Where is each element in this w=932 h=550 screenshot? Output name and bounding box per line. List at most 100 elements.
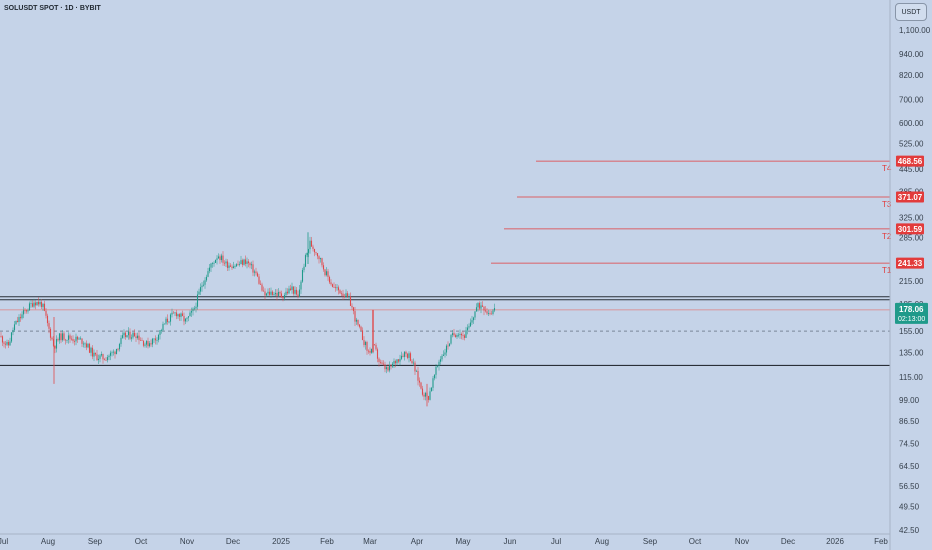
candle-body: [312, 246, 314, 249]
time-tick-label: Aug: [41, 537, 55, 546]
candle-body: [81, 338, 83, 344]
candle-body: [489, 313, 491, 314]
candle-body: [267, 291, 269, 294]
candle-body: [129, 331, 131, 339]
candle-body: [481, 305, 484, 307]
candle-body: [93, 352, 95, 357]
price-tick-label: 56.50: [899, 482, 920, 491]
candle-body: [138, 335, 140, 341]
candle-body: [15, 320, 17, 325]
currency-label: USDT: [901, 8, 921, 16]
candle-body: [474, 311, 476, 318]
candle-body: [237, 264, 239, 265]
price-tick-label: 700.00: [899, 95, 924, 104]
price-tick-label: 285.00: [899, 234, 924, 243]
candle-body: [483, 306, 485, 311]
candle-body: [414, 362, 416, 372]
candle-body: [144, 344, 146, 346]
candle-body: [154, 338, 157, 341]
candle-body: [162, 323, 164, 331]
target-price-label: 371.07: [898, 193, 923, 202]
candle-body: [72, 339, 74, 342]
candle-body: [358, 324, 361, 327]
candle-body: [367, 350, 370, 352]
target-price-badge: [896, 223, 924, 235]
candle-body: [361, 330, 364, 341]
candle-body: [219, 256, 221, 261]
candle-body: [258, 276, 260, 284]
candle-body: [84, 343, 86, 345]
candle-body: [469, 322, 472, 327]
candle-body: [126, 335, 128, 338]
price-axis[interactable]: 1,100.00 940.00 820.00 700.00 600.00 525.00 44…: [889, 0, 931, 550]
candle-body: [187, 316, 190, 318]
candle-body: [321, 258, 323, 266]
candle-body: [6, 341, 8, 345]
candle-body: [427, 395, 430, 400]
candle-body: [438, 361, 440, 366]
price-tick-label: 74.50: [899, 440, 920, 449]
time-tick-label: Jul: [551, 537, 561, 546]
candle-body: [123, 332, 125, 336]
time-tick-label: Feb: [320, 537, 334, 546]
candle-body: [19, 317, 22, 319]
candle-body: [117, 348, 119, 350]
candle-body: [475, 307, 478, 312]
candle-body: [175, 312, 178, 317]
target-name: T4: [882, 164, 892, 173]
candle-body: [9, 341, 11, 346]
target-name: T2: [882, 232, 892, 241]
candle-body: [318, 256, 320, 260]
candle-body: [136, 335, 139, 339]
candle-body: [277, 291, 280, 296]
candle-body: [274, 292, 277, 295]
candle-body: [45, 310, 47, 316]
candle-body: [417, 370, 419, 381]
candle-body: [456, 335, 458, 337]
candle-body: [133, 332, 136, 337]
candle-body: [12, 329, 14, 333]
candle-body: [418, 380, 421, 383]
candle-body: [252, 264, 254, 273]
target-name: T1: [882, 266, 892, 275]
time-tick-label: Mar: [363, 537, 377, 546]
candle-body: [52, 339, 55, 346]
currency-button[interactable]: USDT: [895, 3, 927, 21]
candle-body: [13, 324, 16, 330]
candle-body: [297, 294, 299, 297]
candle-body: [156, 340, 158, 341]
candle-body: [291, 286, 293, 290]
candle-body: [85, 343, 88, 348]
candle-body: [201, 285, 203, 288]
candle-body: [405, 351, 407, 354]
price-tick-label: 325.00: [899, 213, 924, 222]
candle-body: [433, 374, 436, 379]
candle-body: [271, 291, 274, 295]
candle-body: [330, 282, 332, 285]
candle-body: [253, 271, 256, 273]
candle-body: [490, 313, 493, 315]
price-tick-label: 1,100.00: [899, 26, 931, 35]
candle-body: [493, 308, 496, 311]
candle-body: [276, 292, 278, 296]
candle-body: [208, 267, 211, 272]
time-tick-label: Apr: [411, 537, 424, 546]
target-price-label: 301.59: [898, 225, 923, 234]
candle-body: [420, 382, 422, 389]
candle-body: [130, 337, 133, 339]
last-price-badge: [895, 302, 928, 324]
price-tick-label: 115.00: [899, 373, 923, 382]
candle-body: [37, 301, 40, 305]
candle-body: [120, 337, 122, 345]
candle-body: [4, 343, 7, 345]
candle-body: [145, 341, 148, 345]
candle-body: [412, 362, 415, 364]
candle-body: [298, 289, 301, 297]
candle-body: [165, 318, 167, 324]
time-tick-label: 2026: [826, 537, 844, 546]
target-price-badge: [896, 155, 924, 167]
candle-body: [436, 365, 439, 367]
time-axis[interactable]: Jul Aug Sep Oct Nov Dec 2025 Feb Mar Apr May Jun Jul…: [0, 533, 890, 546]
candle-body: [115, 348, 118, 355]
